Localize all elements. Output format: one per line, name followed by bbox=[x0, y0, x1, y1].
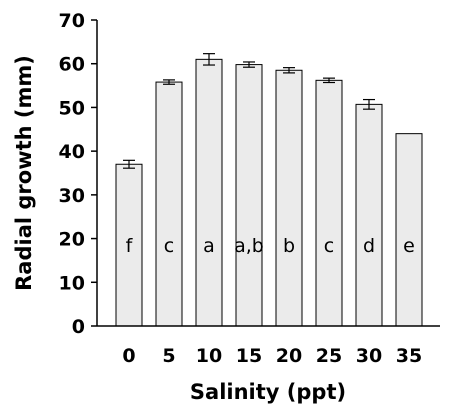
bar-0 bbox=[115, 163, 143, 327]
y-tick-label: 40 bbox=[59, 141, 85, 163]
significance-letter: f bbox=[126, 235, 134, 257]
x-axis-ticks: 0 5 10 15 20 25 30 35 bbox=[122, 345, 422, 367]
y-tick-label: 50 bbox=[59, 97, 85, 119]
significance-letter: d bbox=[363, 235, 375, 257]
significance-letter: a bbox=[203, 235, 215, 257]
bar-10 bbox=[195, 58, 223, 327]
x-tick-label: 25 bbox=[316, 345, 342, 367]
bar-30 bbox=[355, 103, 383, 327]
y-tick-label: 70 bbox=[59, 10, 85, 32]
error-bar-5 bbox=[163, 79, 175, 85]
significance-letter: e bbox=[403, 235, 415, 257]
significance-letter: b bbox=[283, 235, 295, 257]
plot-area: f c a a,b b c d e bbox=[115, 53, 423, 327]
y-tick-label: 10 bbox=[59, 272, 85, 294]
x-tick-label: 35 bbox=[396, 345, 422, 367]
x-tick-label: 20 bbox=[276, 345, 302, 367]
bar-15 bbox=[235, 64, 263, 327]
significance-letter: a,b bbox=[234, 235, 264, 257]
y-tick-label: 30 bbox=[59, 185, 85, 207]
error-bar-10 bbox=[203, 53, 215, 66]
significance-letter: c bbox=[164, 235, 174, 257]
x-tick-label: 15 bbox=[236, 345, 262, 367]
bar-35 bbox=[395, 133, 423, 327]
y-axis-ticks: 0 10 20 30 40 50 60 70 bbox=[59, 10, 97, 338]
y-tick-label: 20 bbox=[59, 229, 85, 251]
x-tick-label: 0 bbox=[122, 345, 135, 367]
y-tick-label: 60 bbox=[59, 54, 85, 76]
y-tick-label: 0 bbox=[72, 316, 85, 338]
error-bar-15 bbox=[243, 61, 255, 68]
bar-5 bbox=[155, 81, 183, 327]
error-bar-0 bbox=[123, 159, 135, 169]
x-axis-title: Salinity (ppt) bbox=[190, 380, 346, 404]
bar-25 bbox=[315, 79, 343, 327]
x-tick-label: 5 bbox=[162, 345, 175, 367]
error-bar-25 bbox=[323, 77, 335, 84]
significance-letter: c bbox=[324, 235, 334, 257]
x-tick-label: 10 bbox=[196, 345, 222, 367]
error-bar-30 bbox=[363, 98, 375, 110]
y-axis-title: Radial growth (mm) bbox=[12, 55, 36, 291]
bar-20 bbox=[275, 69, 303, 327]
error-bar-20 bbox=[283, 67, 295, 74]
x-tick-label: 30 bbox=[356, 345, 382, 367]
